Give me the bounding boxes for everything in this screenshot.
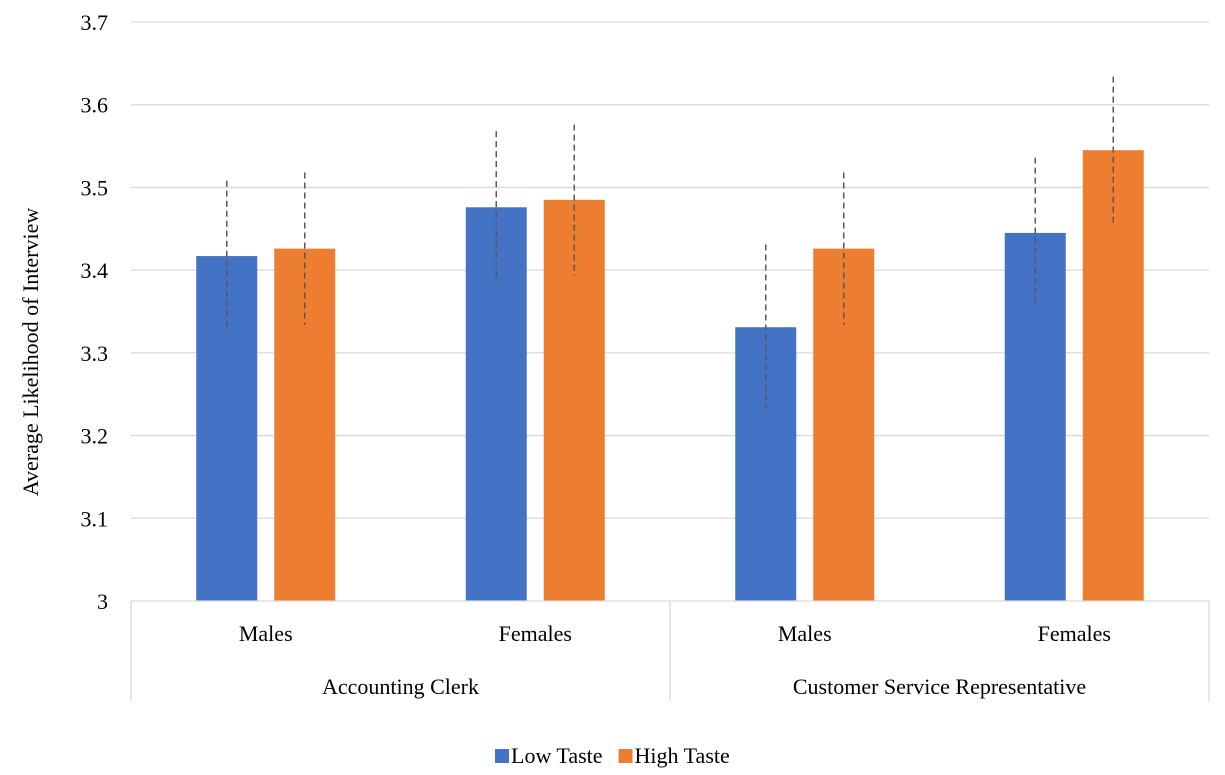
y-tick-label: 3.3: [81, 341, 109, 366]
y-tick-label: 3: [97, 589, 108, 614]
y-tick-label: 3.7: [81, 10, 109, 35]
error-bars: [226, 76, 1114, 410]
y-tick-label: 3.6: [81, 93, 109, 118]
legend-swatch: [618, 749, 633, 763]
y-axis-ticks: 3 3.1 3.2 3.3 3.4 3.5 3.6 3.7: [81, 10, 109, 614]
x-category-label: Females: [1038, 621, 1111, 646]
bars: [196, 150, 1144, 602]
x-axis: Males Females Males Females Accounting Clerk…: [130, 600, 1210, 701]
bar-low-taste: [1004, 232, 1066, 601]
bar-low-taste: [735, 327, 797, 601]
y-tick-label: 3.2: [81, 424, 109, 449]
bar-high-taste: [1082, 150, 1144, 601]
legend-label: High Taste: [635, 743, 730, 768]
legend: Low Taste High Taste: [495, 743, 730, 768]
x-category-label: Males: [239, 621, 293, 646]
x-category-label: Females: [499, 621, 572, 646]
bar-high-taste: [274, 248, 336, 601]
x-group-label: Customer Service Representative: [793, 674, 1086, 699]
bar-low-taste: [196, 256, 258, 601]
y-axis-title: Average Likelihood of Interview: [18, 208, 43, 497]
legend-label: Low Taste: [511, 743, 603, 768]
y-tick-label: 3.1: [81, 506, 109, 531]
legend-swatch: [495, 749, 509, 763]
bar-high-taste: [813, 248, 875, 601]
y-tick-label: 3.4: [81, 258, 109, 283]
x-category-label: Males: [778, 621, 832, 646]
x-group-label: Accounting Clerk: [322, 674, 479, 699]
y-tick-label: 3.5: [81, 175, 109, 200]
